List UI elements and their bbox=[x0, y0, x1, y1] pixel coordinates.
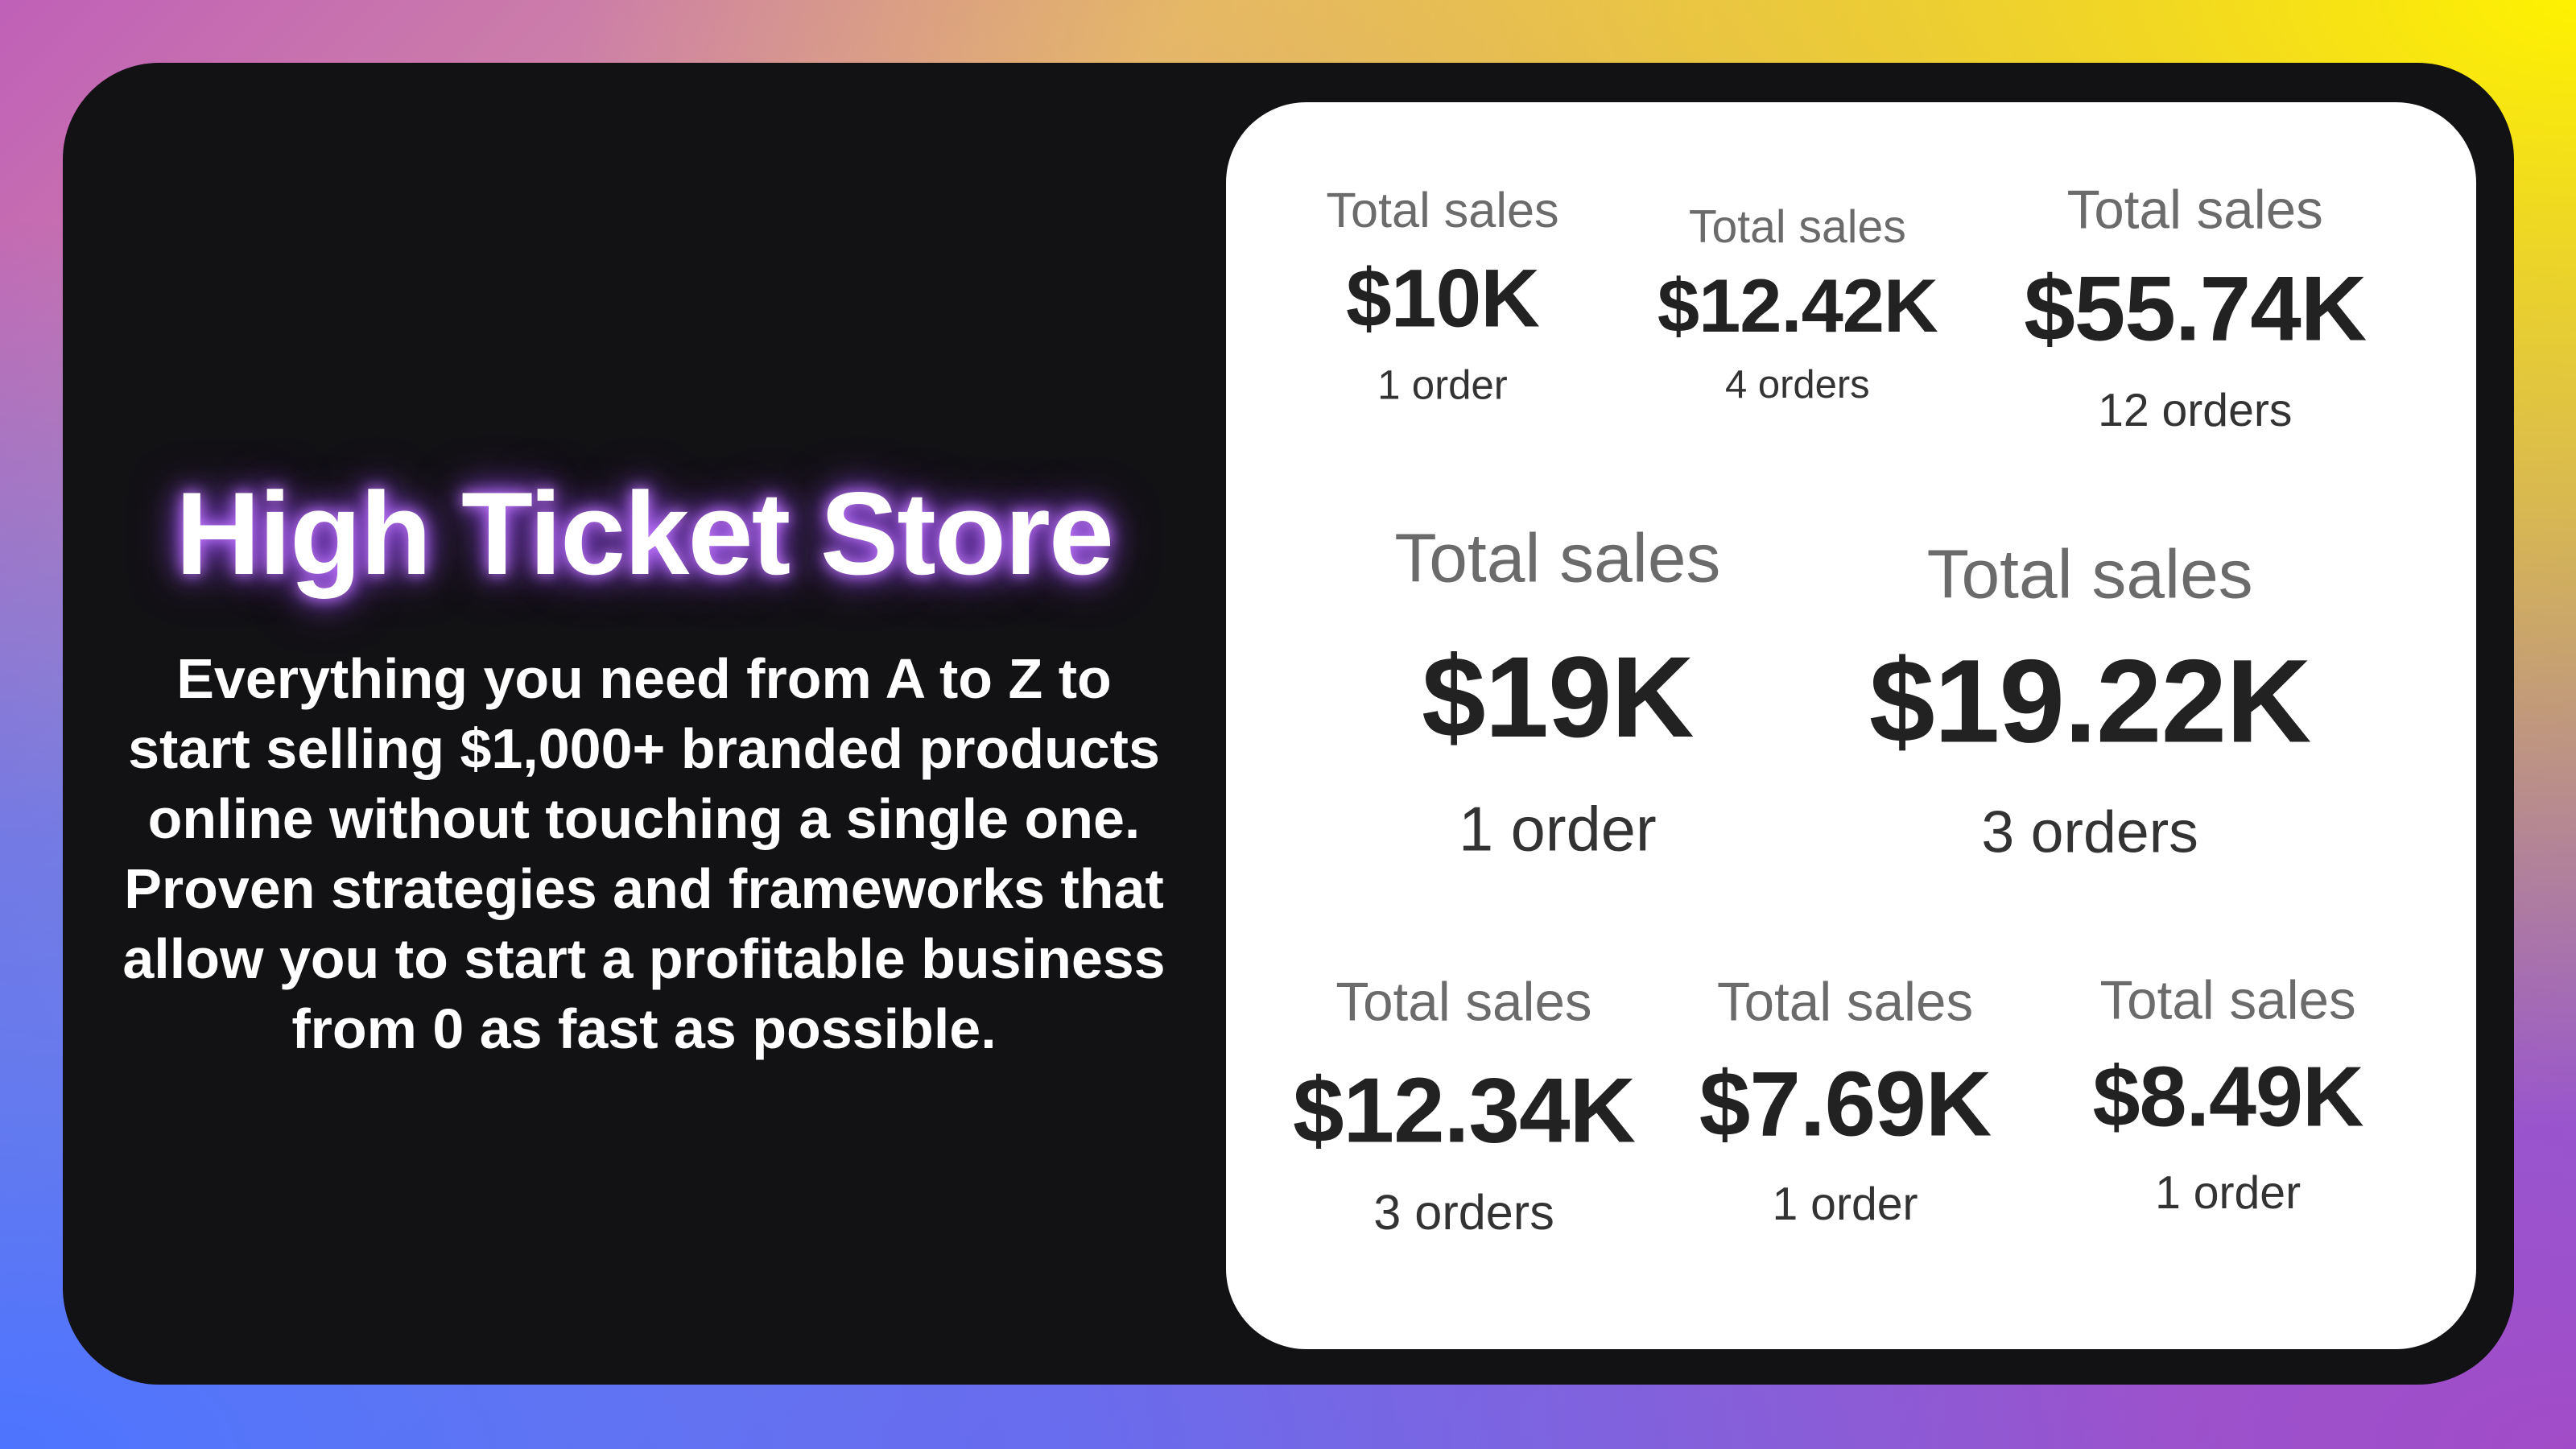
description: Everything you need from A to Z to start… bbox=[122, 647, 1166, 1060]
page-title: High Ticket Store bbox=[175, 468, 1114, 599]
stat-label: Total sales bbox=[1688, 200, 1906, 253]
stat-orders: 1 order bbox=[2155, 1166, 2301, 1219]
stat-value: $7.69K bbox=[1699, 1053, 1992, 1156]
stat-orders: 1 order bbox=[1772, 1179, 1918, 1231]
stat-value: $55.74K bbox=[2024, 258, 2367, 361]
stat-label: Total sales bbox=[1926, 535, 2253, 613]
stat-orders: 12 orders bbox=[2098, 385, 2293, 437]
stat-orders: 1 order bbox=[1377, 361, 1508, 408]
stat-label: Total sales bbox=[1326, 183, 1559, 238]
stat-label: Total sales bbox=[2066, 180, 2323, 241]
stat-label: Total sales bbox=[1335, 972, 1592, 1033]
stat-label: Total sales bbox=[2099, 970, 2356, 1031]
stat-orders: 1 order bbox=[1459, 795, 1657, 865]
sales-card bbox=[1226, 102, 2476, 1349]
stat-label: Total sales bbox=[1394, 519, 1721, 597]
stat-value: $12.34K bbox=[1292, 1059, 1636, 1162]
stat-orders: 4 orders bbox=[1725, 362, 1870, 407]
stat-orders: 3 orders bbox=[1981, 798, 2198, 865]
stat-value: $12.42K bbox=[1657, 262, 1938, 348]
stat-orders: 3 orders bbox=[1373, 1185, 1554, 1241]
stat-label: Total sales bbox=[1716, 972, 1974, 1033]
stat-value: $19K bbox=[1422, 634, 1695, 762]
stat-value: $19.22K bbox=[1868, 635, 2312, 767]
stat-value: $10K bbox=[1346, 252, 1540, 345]
stat-value: $8.49K bbox=[2092, 1049, 2363, 1145]
